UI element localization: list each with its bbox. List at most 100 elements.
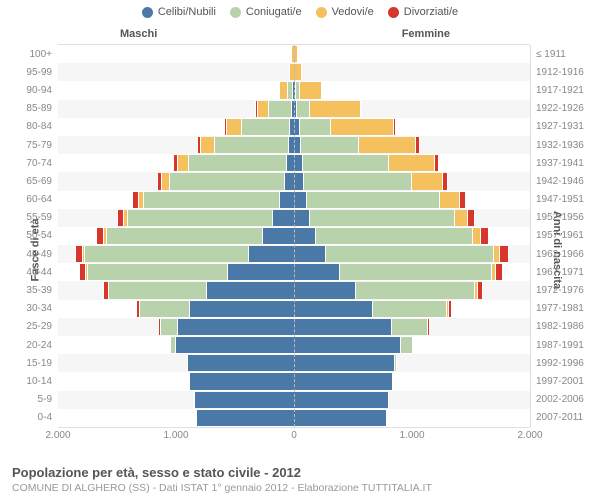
bar-male (58, 82, 294, 98)
bar-segment (310, 210, 455, 226)
bar-segment (440, 192, 460, 208)
legend-swatch (316, 7, 327, 18)
bar-segment (294, 173, 304, 189)
age-label: 35-39 (4, 285, 58, 296)
legend-item: Vedovi/e (316, 6, 374, 18)
age-label: 60-64 (4, 194, 58, 205)
bar-segment (257, 101, 269, 117)
footer-title: Popolazione per età, sesso e stato civil… (12, 465, 432, 480)
bar-male (58, 192, 294, 208)
bar-segment (294, 392, 389, 408)
bar-female (294, 46, 530, 62)
bar-segment (206, 282, 294, 298)
bar-female (294, 173, 530, 189)
legend-label: Vedovi/e (332, 6, 374, 18)
age-label: 80-84 (4, 121, 58, 132)
bar-segment (340, 264, 492, 280)
bar-segment (284, 173, 294, 189)
birth-year-label: 1957-1961 (530, 230, 600, 241)
bar-male (58, 173, 294, 189)
birth-year-label: 1917-1921 (530, 85, 600, 96)
birth-year-label: 1962-1966 (530, 249, 600, 260)
bar-segment (169, 173, 283, 189)
bar-female (294, 246, 530, 262)
age-label: 25-29 (4, 321, 58, 332)
birth-year-label: ≤ 1911 (530, 49, 600, 60)
birth-year-label: 1942-1946 (530, 176, 600, 187)
bar-segment (460, 192, 466, 208)
birth-year-label: 1977-1981 (530, 303, 600, 314)
birth-year-label: 1937-1941 (530, 158, 600, 169)
bar-segment (108, 282, 206, 298)
bar-male (58, 64, 294, 80)
bar-segment (248, 246, 294, 262)
legend-label: Divorziati/e (404, 6, 458, 18)
bar-segment (389, 155, 435, 171)
header-female: Femmine (402, 28, 450, 40)
birth-year-label: 2007-2011 (530, 412, 600, 423)
bar-segment (395, 355, 397, 371)
birth-year-label: 1967-1971 (530, 267, 600, 278)
chart-footer: Popolazione per età, sesso e stato civil… (12, 465, 432, 494)
birth-year-label: 1972-1976 (530, 285, 600, 296)
bar-segment (500, 246, 509, 262)
bar-female (294, 155, 530, 171)
x-tick-label: 2.000 (517, 430, 542, 441)
bar-male (58, 119, 294, 135)
age-label: 95-99 (4, 67, 58, 78)
bar-segment (279, 82, 287, 98)
plot-area: 100+≤ 191195-991912-191690-941917-192185… (58, 44, 530, 428)
legend-item: Celibi/Nubili (142, 6, 216, 18)
bar-female (294, 192, 530, 208)
bar-segment (303, 155, 389, 171)
bar-segment (294, 192, 307, 208)
bar-segment (226, 119, 241, 135)
bar-male (58, 337, 294, 353)
bar-segment (214, 137, 288, 153)
bar-female (294, 82, 530, 98)
bar-segment (359, 137, 417, 153)
age-label: 75-79 (4, 140, 58, 151)
bar-male (58, 101, 294, 117)
bar-female (294, 355, 530, 371)
bar-male (58, 373, 294, 389)
bar-male (58, 46, 294, 62)
bar-segment (194, 392, 294, 408)
bar-female (294, 137, 530, 153)
bar-segment (356, 282, 475, 298)
bar-female (294, 119, 530, 135)
bar-segment (307, 192, 440, 208)
legend: Celibi/Nubili Coniugati/e Vedovi/e Divorzia… (0, 6, 600, 18)
bar-segment (331, 119, 393, 135)
bar-segment (316, 228, 473, 244)
birth-year-label: 1982-1986 (530, 321, 600, 332)
bar-female (294, 228, 530, 244)
x-tick-label: 2.000 (45, 430, 70, 441)
bar-segment (294, 264, 340, 280)
bar-segment (286, 155, 294, 171)
bar-segment (161, 173, 169, 189)
bar-segment (373, 301, 447, 317)
age-label: 45-49 (4, 249, 58, 260)
bar-segment (294, 64, 302, 80)
bar-segment (435, 155, 439, 171)
bar-male (58, 410, 294, 426)
bar-segment (294, 337, 401, 353)
bar-segment (478, 282, 484, 298)
legend-label: Coniugati/e (246, 6, 302, 18)
birth-year-label: 1922-1926 (530, 103, 600, 114)
bar-male (58, 355, 294, 371)
bar-male (58, 246, 294, 262)
age-label: 20-24 (4, 340, 58, 351)
bar-segment (294, 319, 392, 335)
birth-year-label: 1932-1936 (530, 140, 600, 151)
bar-male (58, 210, 294, 226)
bar-segment (106, 228, 263, 244)
bar-segment (304, 173, 411, 189)
bar-segment (361, 101, 363, 117)
age-label: 0-4 (4, 412, 58, 423)
birth-year-label: 1912-1916 (530, 67, 600, 78)
bar-segment (455, 210, 468, 226)
legend-swatch (230, 7, 241, 18)
bar-female (294, 410, 530, 426)
